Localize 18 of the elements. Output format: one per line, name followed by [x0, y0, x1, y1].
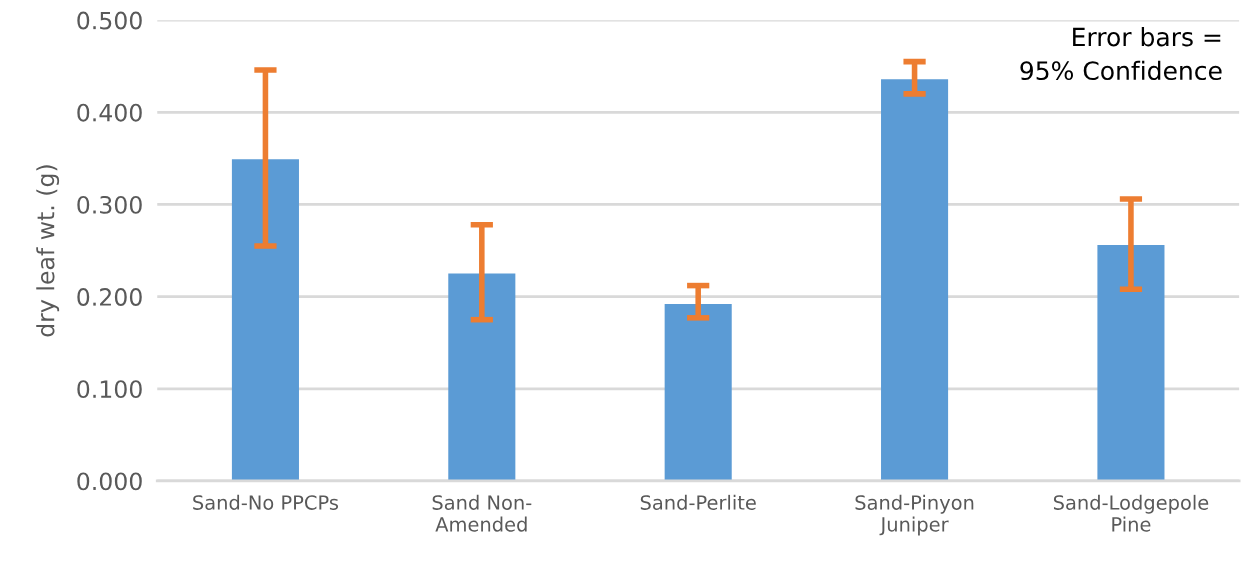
bar	[664, 304, 732, 481]
y-tick-label: 0.200	[77, 288, 142, 306]
y-tick-label: 0.300	[77, 195, 142, 214]
y-axis-title: dry leaf wt. (g)	[36, 165, 60, 337]
x-tick-label: Sand Non- Amended	[432, 494, 532, 532]
bar	[881, 79, 949, 481]
x-tick-label: Sand-Lodgepole Pine	[1053, 494, 1209, 532]
y-tick-label: 0.000	[77, 472, 142, 491]
y-tick-label: 0.400	[77, 103, 142, 122]
y-tick-label: 0.500	[77, 11, 142, 30]
x-tick-label: Sand-Perlite	[640, 494, 756, 510]
annotation: Error bars = 95% Confidence	[1020, 27, 1222, 81]
bar	[1097, 245, 1165, 481]
x-tick-label: Sand-Pinyon Juniper	[855, 494, 974, 536]
bar	[448, 273, 516, 481]
x-tick-label: Sand-No PPCPs	[193, 494, 339, 510]
bar	[231, 159, 299, 481]
y-tick-label: 0.100	[77, 380, 142, 399]
